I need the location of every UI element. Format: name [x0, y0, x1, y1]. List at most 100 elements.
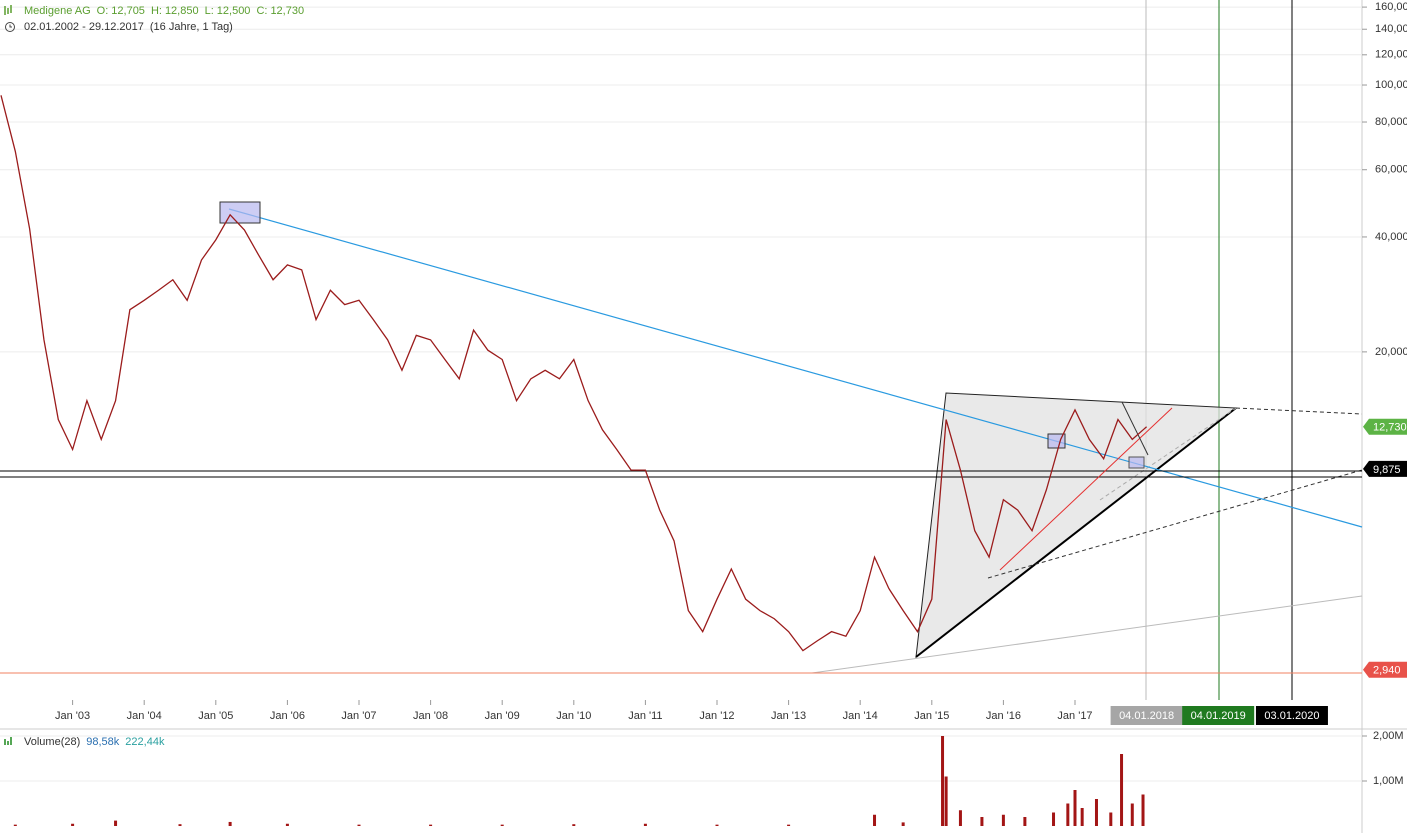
- volume-bar: [500, 824, 504, 826]
- trendline: [1121, 401, 1149, 456]
- volume-readout: 222,44k: [125, 736, 165, 748]
- volume-bar: [572, 824, 576, 826]
- volume-bar: [944, 776, 948, 826]
- date-tag-label: 04.01.2019: [1191, 710, 1246, 722]
- x-tick-label: Jan '17: [1057, 710, 1092, 722]
- date-tag: [1110, 706, 1183, 725]
- volume-bar: [901, 822, 905, 826]
- volume-icon: [4, 737, 12, 745]
- volume-readouts: 98,58k 222,44k: [86, 736, 165, 748]
- volume-legend: Volume(28) 98,58k 222,44k: [24, 736, 165, 748]
- volume-bar: [429, 824, 433, 826]
- ohlc-value: 12,730: [270, 5, 304, 17]
- instrument: Medigene AG: [24, 5, 91, 17]
- x-tick-label: Jan '04: [127, 710, 162, 722]
- clock-icon: [9, 24, 12, 28]
- ohlc-label: H:: [151, 5, 162, 17]
- price-tag-label: 12,730: [1373, 422, 1407, 434]
- price-line: [0, 95, 1148, 652]
- volume-bar: [1001, 814, 1005, 826]
- marker-box: [219, 201, 261, 224]
- trendline: [1235, 407, 1363, 415]
- x-tick-label: Jan '10: [556, 710, 591, 722]
- price-panel: [0, 0, 1362, 700]
- price-tag: [1363, 460, 1407, 477]
- volume-bar: [715, 824, 719, 826]
- date-tag: [1182, 706, 1255, 725]
- price-tag-label: 9,875: [1373, 464, 1401, 476]
- volume-bar: [958, 810, 962, 826]
- volume-bar: [114, 820, 118, 826]
- volume-bar: [1023, 817, 1027, 826]
- x-tick-label: Jan '06: [270, 710, 305, 722]
- volume-bar: [1073, 790, 1077, 826]
- volume-title: Volume(28): [24, 736, 80, 748]
- date-tag-label: 04.01.2018: [1119, 710, 1174, 722]
- x-tick-label: Jan '08: [413, 710, 448, 722]
- trendline: [228, 208, 1363, 528]
- period: 02.01.2002 - 29.12.2017: [24, 21, 144, 33]
- y-tick-label: 2,00M: [1373, 730, 1404, 742]
- price-tag: [1363, 661, 1407, 678]
- chart-icon: [4, 5, 12, 15]
- x-tick-label: Jan '05: [198, 710, 233, 722]
- volume-bar: [13, 824, 17, 826]
- volume-bar: [285, 823, 289, 826]
- volume-bar: [1109, 812, 1113, 826]
- volume-bar: [178, 824, 182, 826]
- x-tick-label: Jan '03: [55, 710, 90, 722]
- header-line: Medigene AG O: 12,705 H: 12,850 L: 12,500 C: 12,…: [24, 5, 304, 17]
- volume-bar: [787, 824, 791, 826]
- x-tick-label: Jan '14: [843, 710, 878, 722]
- y-tick-label: 20,000: [1375, 346, 1407, 358]
- date-tag: [1255, 706, 1328, 725]
- ohlc-label: O:: [97, 5, 109, 17]
- y-tick-label: 120,000: [1375, 49, 1407, 61]
- marker-box: [1128, 456, 1145, 469]
- icon: [4, 5, 15, 745]
- volume-bar: [1066, 803, 1070, 826]
- volume-bar: [71, 823, 75, 826]
- grid: [0, 6, 1362, 782]
- volume-bar: [1094, 799, 1098, 826]
- ohlc: O: 12,705 H: 12,850 L: 12,500 C: 12,730: [97, 5, 304, 17]
- volume-bar: [980, 817, 984, 826]
- trendline: [915, 407, 1237, 658]
- x-tick-label: Jan '09: [485, 710, 520, 722]
- x-tick-label: Jan '11: [628, 710, 662, 722]
- ohlc-value: 12,705: [111, 5, 145, 17]
- y-tick-label: 40,000: [1375, 231, 1407, 243]
- y-tick-label: 60,000: [1375, 164, 1407, 176]
- ohlc-label: C:: [256, 5, 267, 17]
- x-tick-label: Jan '16: [986, 710, 1021, 722]
- x-tick-label: Jan '15: [914, 710, 949, 722]
- volume-bar: [228, 821, 232, 826]
- ohlc-label: L:: [205, 5, 214, 17]
- date-tag-label: 03.01.2020: [1264, 710, 1319, 722]
- y-tick-label: 100,000: [1375, 79, 1407, 91]
- volume-readout: 98,58k: [86, 736, 120, 748]
- span: (16 Jahre, 1 Tag): [150, 21, 233, 33]
- clock-icon: [5, 22, 15, 32]
- y-tick-label: 160,000: [1375, 1, 1407, 13]
- trendline: [1099, 407, 1237, 501]
- ohlc-value: 12,850: [165, 5, 199, 17]
- volume-bar: [1141, 794, 1145, 826]
- volume-bar: [1130, 803, 1134, 826]
- y-tick-label: 1,00M: [1373, 775, 1404, 787]
- ohlc-value: 12,500: [217, 5, 251, 17]
- marker-box: [1047, 433, 1066, 449]
- volume-bar: [941, 736, 945, 826]
- trendline: [999, 407, 1173, 571]
- trendline: [811, 595, 1363, 674]
- volume-bar: [1120, 754, 1124, 826]
- y-tick-label: 80,000: [1375, 116, 1407, 128]
- price-tag: [1363, 418, 1407, 435]
- volume-bar: [1052, 812, 1056, 826]
- x-tick-label: Jan '13: [771, 710, 806, 722]
- volume-bar: [1080, 808, 1084, 826]
- price-tag-label: 2,940: [1373, 665, 1401, 677]
- x-tick-label: Jan '12: [699, 710, 734, 722]
